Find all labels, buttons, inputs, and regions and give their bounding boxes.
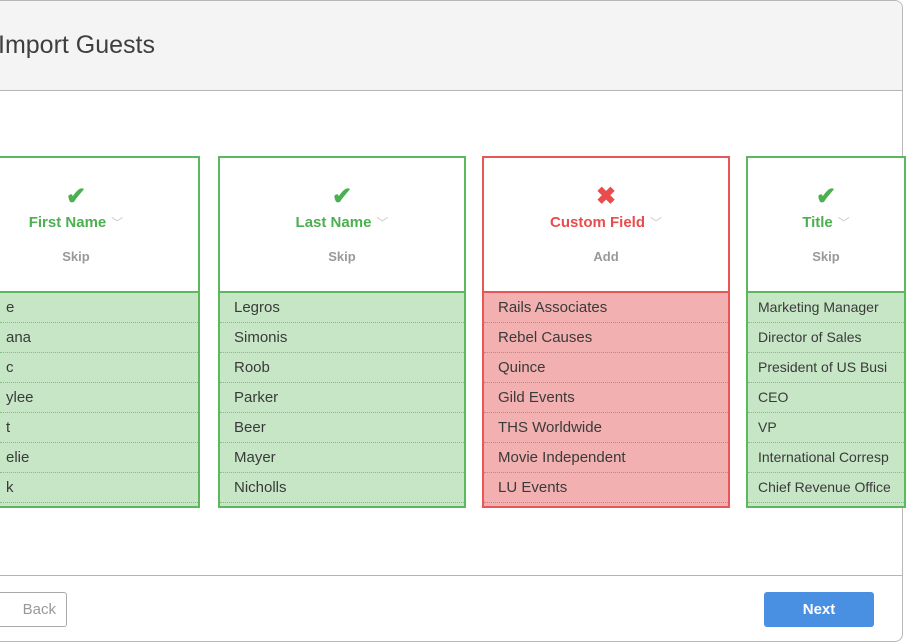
table-row: Legros [220,293,464,323]
field-select[interactable]: First Name ﹀ [0,214,198,231]
column-header: ✔ First Name ﹀ Skip [0,158,198,293]
table-row: CEO [748,383,904,413]
table-row: Gild Events [484,383,728,413]
table-row: Director of Sales [748,323,904,353]
skip-button[interactable]: Skip [812,249,840,264]
skip-button[interactable]: Skip [328,249,356,264]
field-label: Last Name [295,214,372,231]
column-header: ✖ Custom Field ﹀ Add [484,158,728,293]
table-row: Beer [220,413,464,443]
next-button[interactable]: Next [764,592,874,627]
table-row: Nicholls [220,473,464,503]
table-row: Quince [484,353,728,383]
chevron-down-icon: ﹀ [376,216,389,230]
field-select[interactable]: Title ﹀ [748,214,904,231]
table-row: Mayer [220,443,464,473]
table-row: Parker [220,383,464,413]
table-row: Roob [220,353,464,383]
column-header: ✔ Title ﹀ Skip [748,158,904,293]
table-row: Rebel Causes [484,323,728,353]
column-first-name: ✔ First Name ﹀ Skip e ana c ylee t elie k [0,156,200,508]
table-row: THS Worldwide [484,413,728,443]
check-icon: ✔ [815,183,837,210]
table-row: Marketing Manager [748,293,904,323]
table-row: Rails Associates [484,293,728,323]
chevron-down-icon: ﹀ [650,216,663,230]
back-button[interactable]: Back [0,592,67,627]
column-header: ✔ Last Name ﹀ Skip [220,158,464,293]
table-row: Chief Revenue Office [748,473,904,503]
table-row: LU Events [484,473,728,503]
skip-button[interactable]: Skip [62,249,90,264]
table-row: Simonis [220,323,464,353]
field-label: Title [802,214,833,231]
field-select[interactable]: Custom Field ﹀ [484,214,728,231]
dialog-header: Import Guests [0,1,902,91]
table-row: VP [748,413,904,443]
x-icon: ✖ [595,183,617,210]
column-title: ✔ Title ﹀ Skip Marketing Manager Director … [746,156,906,508]
field-label: Custom Field [549,214,645,231]
table-row: ana [0,323,198,353]
table-row: President of US Busi [748,353,904,383]
page-title: Import Guests [0,31,155,59]
column-last-name: ✔ Last Name ﹀ Skip Legros Simonis Roob Parke… [218,156,466,508]
field-label: First Name [28,214,107,231]
table-row: k [0,473,198,503]
chevron-down-icon: ﹀ [837,216,850,230]
table-row: e [0,293,198,323]
check-icon: ✔ [65,183,87,210]
footer-divider [0,575,902,576]
column-custom-field: ✖ Custom Field ﹀ Add Rails Associates Rebe… [482,156,730,508]
table-row: c [0,353,198,383]
add-button[interactable]: Add [593,249,619,264]
table-row: Movie Independent [484,443,728,473]
chevron-down-icon: ﹀ [111,216,124,230]
table-row: t [0,413,198,443]
table-row: elie [0,443,198,473]
table-row: ylee [0,383,198,413]
field-select[interactable]: Last Name ﹀ [220,214,464,231]
check-icon: ✔ [331,183,353,210]
table-row: International Corresp [748,443,904,473]
